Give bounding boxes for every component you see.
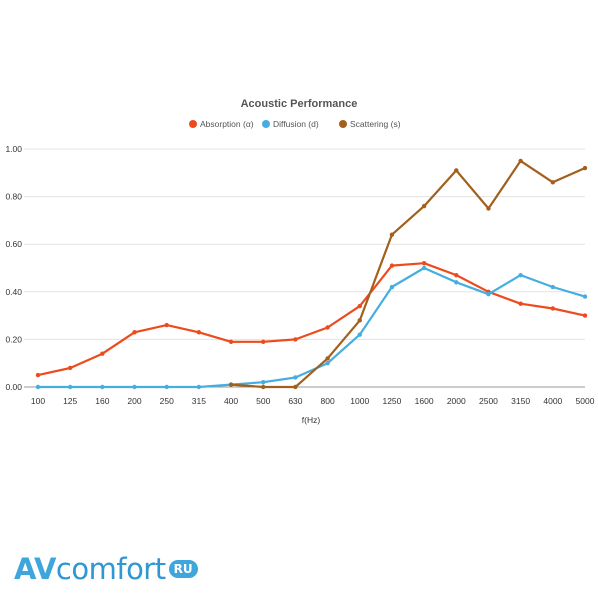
- data-point: [389, 263, 395, 268]
- data-point: [196, 384, 202, 390]
- brand-av: AV: [14, 552, 56, 586]
- data-point: [550, 180, 556, 185]
- data-point: [389, 232, 395, 237]
- data-point: [582, 165, 588, 171]
- series-line: [37, 262, 586, 377]
- y-tick-label: 0.80: [5, 192, 22, 202]
- series-line: [231, 159, 586, 389]
- series-1: [35, 265, 588, 390]
- data-point: [454, 272, 459, 278]
- data-point: [164, 322, 169, 328]
- brand-name: AVcomfort: [14, 552, 166, 586]
- data-point: [582, 313, 588, 318]
- data-point: [518, 272, 523, 278]
- data-point: [357, 332, 362, 337]
- data-point: [35, 384, 41, 390]
- data-point: [67, 384, 73, 390]
- data-point: [357, 303, 362, 309]
- legend-marker: [189, 120, 197, 128]
- legend-label: Absorption (α): [200, 119, 254, 129]
- data-point: [486, 206, 491, 211]
- y-tick-label: 0.60: [5, 239, 22, 249]
- x-axis-ticks: 100 125 160 200 250 315 400 500 630 800 1000 1250 16…: [31, 396, 595, 406]
- legend: Absorption (α) Diffusion (d) Scattering (s…: [189, 119, 401, 129]
- y-axis-ticks: 0.00 0.20 0.40 0.60 0.80 1.00: [5, 144, 22, 392]
- data-point: [421, 261, 427, 266]
- legend-marker: [262, 120, 270, 128]
- data-point: [454, 168, 459, 173]
- data-point: [293, 375, 298, 380]
- x-tick-label: 1000: [350, 396, 369, 406]
- x-tick-label: 2000: [447, 396, 466, 406]
- x-tick-label: 315: [192, 396, 206, 406]
- brand-rest: comfort: [55, 552, 166, 586]
- brand-badge: RU: [168, 560, 198, 578]
- data-point: [196, 330, 202, 335]
- x-tick-label: 800: [320, 396, 334, 406]
- data-point: [293, 337, 298, 342]
- x-tick-label: 500: [256, 396, 270, 406]
- data-point: [325, 325, 330, 330]
- x-tick-label: 400: [224, 396, 238, 406]
- data-point: [325, 356, 330, 361]
- x-tick-label: 3150: [511, 396, 530, 406]
- data-point: [357, 318, 362, 323]
- data-point: [421, 203, 427, 209]
- grid: [24, 148, 585, 388]
- x-tick-label: 200: [127, 396, 141, 406]
- data-point: [550, 284, 556, 290]
- legend-item: Diffusion (d): [262, 119, 319, 129]
- y-tick-label: 1.00: [5, 144, 22, 154]
- legend-label: Diffusion (d): [273, 119, 319, 129]
- data-point: [261, 384, 266, 390]
- data-point: [100, 384, 105, 390]
- data-point: [164, 384, 169, 390]
- data-point: [550, 306, 556, 311]
- series-line: [38, 266, 586, 389]
- x-tick-label: 5000: [576, 396, 595, 406]
- series-group: [35, 158, 588, 390]
- x-tick-label: 2500: [479, 396, 498, 406]
- data-point: [325, 361, 330, 366]
- legend-marker: [339, 120, 347, 128]
- x-tick-label: 1250: [382, 396, 401, 406]
- x-tick-label: 4000: [543, 396, 562, 406]
- legend-item: Absorption (α): [189, 119, 254, 129]
- brand-logo: AVcomfort RU: [14, 552, 198, 586]
- data-point: [132, 384, 137, 390]
- x-tick-label: 1600: [415, 396, 434, 406]
- legend-item: Scattering (s): [339, 119, 401, 129]
- x-tick-label: 160: [95, 396, 109, 406]
- legend-label: Scattering (s): [350, 119, 401, 129]
- y-tick-label: 0.20: [5, 334, 22, 344]
- y-tick-label: 0.00: [5, 382, 22, 392]
- data-point: [261, 339, 266, 344]
- chart-title: Acoustic Performance: [241, 98, 358, 110]
- data-point: [261, 380, 266, 385]
- data-point: [293, 384, 298, 390]
- data-point: [518, 301, 523, 306]
- data-point: [421, 265, 427, 271]
- data-point: [518, 158, 523, 164]
- x-tick-label: 100: [31, 396, 45, 406]
- data-point: [582, 294, 588, 299]
- series-0: [35, 261, 588, 378]
- x-tick-label: 250: [160, 396, 174, 406]
- data-point: [389, 284, 395, 290]
- series-2: [228, 158, 588, 390]
- x-tick-label: 630: [288, 396, 302, 406]
- data-point: [132, 330, 137, 335]
- data-point: [67, 365, 73, 371]
- data-point: [228, 339, 234, 344]
- x-tick-label: 125: [63, 396, 77, 406]
- data-point: [100, 351, 105, 356]
- x-axis-label: f(Hz): [302, 415, 321, 425]
- data-point: [486, 291, 491, 297]
- data-point: [35, 372, 41, 378]
- y-tick-label: 0.40: [5, 287, 22, 297]
- data-point: [454, 280, 459, 285]
- data-point: [228, 382, 234, 387]
